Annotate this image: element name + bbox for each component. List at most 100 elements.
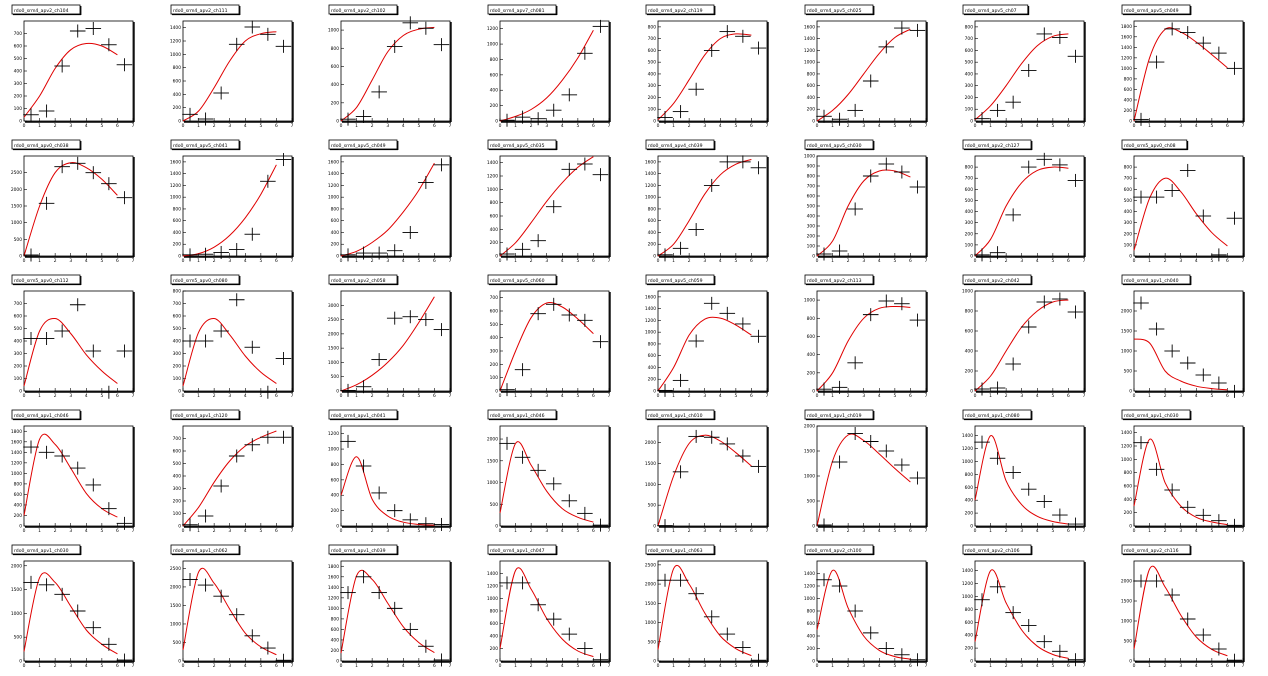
x-tick-label: 1 (514, 123, 517, 129)
x-tick-label: 2 (54, 123, 57, 129)
data-point (340, 112, 356, 126)
panel-title: rdo0_srm4_apv2_ch058 (331, 278, 386, 284)
x-tick-label: 1 (989, 393, 992, 399)
y-tick-label: 0 (19, 389, 22, 395)
x-tick-label: 6 (1226, 663, 1229, 669)
y-tick-label: 200 (648, 242, 657, 248)
histogram-panel: rdo0_srm4_apv1_ch03902004006008001000120… (328, 544, 452, 669)
x-tick-label: 7 (925, 528, 928, 534)
plot-frame (340, 290, 451, 392)
x-tick-label: 4 (561, 663, 564, 669)
x-tick-label: 5 (893, 123, 896, 129)
data-point (703, 296, 720, 310)
x-tick-label: 5 (259, 123, 262, 129)
data-point (974, 248, 990, 262)
y-tick-label: 200 (490, 362, 499, 368)
x-tick-label: 7 (1242, 663, 1245, 669)
data-point (1195, 628, 1212, 642)
y-tick-label: 400 (648, 71, 657, 77)
data-point (545, 612, 562, 626)
data-point (514, 450, 531, 464)
y-tick-label: 1600 (645, 294, 656, 300)
x-tick-label: 4 (1036, 123, 1039, 129)
x-tick-label: 2 (1164, 393, 1167, 399)
y-tick-label: 600 (965, 620, 974, 626)
y-tick-label: 200 (648, 95, 657, 101)
y-tick-label: 500 (173, 461, 182, 467)
y-tick-label: 0 (1129, 659, 1132, 665)
plot-frame (182, 425, 293, 527)
y-tick-label: 1000 (328, 447, 339, 453)
y-tick-label: 800 (490, 57, 499, 63)
y-tick-label: 500 (1124, 369, 1133, 375)
y-tick-label: 1400 (328, 585, 339, 591)
y-tick-label: 800 (1124, 470, 1133, 476)
data-point (340, 383, 356, 397)
y-tick-label: 600 (1124, 187, 1133, 193)
y-tick-label: 1200 (804, 48, 815, 54)
data-point (703, 43, 720, 57)
y-tick-label: 1800 (11, 429, 22, 435)
fit-curve (1133, 438, 1228, 526)
data-point (1148, 322, 1165, 336)
fit-curve (974, 33, 1069, 121)
data-point (862, 169, 879, 183)
x-tick-label: 3 (69, 123, 72, 129)
y-tick-label: 1000 (645, 330, 656, 336)
histogram-panel: rdo0_srm5_apv0_ch112 0 100 200 300 400 500 600 7… (11, 274, 135, 399)
x-tick-label: 1 (989, 258, 992, 264)
panel-title: rdo0_srm4_apv1_ch030 (1124, 413, 1179, 419)
y-tick-label: 2000 (11, 187, 22, 193)
y-tick-label: 2500 (645, 562, 656, 568)
data-point (228, 449, 245, 463)
x-tick-label: 3 (703, 528, 706, 534)
panel-title: rdo0_srm4_apv1_ch010 (648, 413, 703, 419)
x-tick-label: 4 (85, 258, 88, 264)
data-point (974, 382, 990, 396)
y-tick-label: 600 (965, 329, 974, 335)
y-tick-label: 500 (807, 499, 816, 505)
data-point (530, 598, 546, 612)
x-tick-label: 3 (703, 393, 706, 399)
y-tick-label: 400 (965, 71, 974, 77)
x-tick-label: 4 (719, 123, 722, 129)
x-tick-label: 0 (23, 393, 26, 399)
x-tick-label: 0 (1133, 663, 1136, 669)
plot-frame (23, 425, 134, 527)
data-point (1226, 518, 1243, 532)
data-point (340, 434, 356, 448)
x-tick-label: 3 (228, 123, 231, 129)
x-tick-label: 0 (657, 123, 660, 129)
x-tick-label: 2 (213, 663, 216, 669)
y-tick-label: 1000 (170, 195, 181, 201)
data-point (719, 627, 736, 641)
panel-title: rdo0_srm5_apv0_ch08 (1124, 143, 1176, 149)
data-point (831, 455, 848, 469)
x-tick-label: 6 (909, 123, 912, 129)
x-tick-label: 6 (750, 123, 753, 129)
x-tick-label: 4 (561, 123, 564, 129)
histogram-panel: rdo0_srm4_apv2_ch10002004006008001000120… (804, 544, 928, 669)
panel-title: rdo0_srm4_apv2_ch111 (173, 8, 228, 14)
y-tick-label: 600 (173, 218, 182, 224)
data-point (54, 160, 70, 174)
x-tick-label: 6 (750, 528, 753, 534)
data-point (577, 313, 593, 327)
data-point (197, 112, 214, 126)
x-tick-label: 7 (1242, 123, 1245, 129)
x-tick-label: 2 (213, 123, 216, 129)
data-point (1211, 46, 1227, 60)
data-point (182, 573, 198, 587)
y-tick-label: 100 (1124, 242, 1133, 248)
data-point (182, 334, 198, 348)
x-tick-label: 1 (197, 393, 200, 399)
y-tick-label: 600 (173, 79, 182, 85)
y-tick-label: 500 (1124, 639, 1133, 645)
data-point (592, 653, 609, 667)
y-tick-label: 800 (807, 316, 816, 322)
y-tick-label: 700 (1124, 176, 1133, 182)
x-tick-label: 6 (909, 393, 912, 399)
y-tick-label: 1000 (645, 620, 656, 626)
plot-frame (974, 560, 1085, 662)
x-tick-label: 1 (355, 123, 358, 129)
